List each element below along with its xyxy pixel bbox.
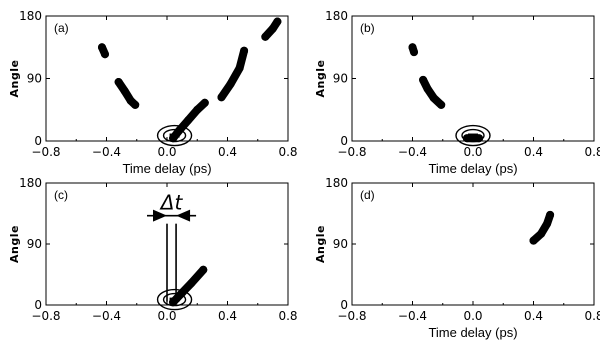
highlight-marker xyxy=(169,133,180,138)
highlight-ring-inner xyxy=(162,292,187,307)
delta-t-label: Δt xyxy=(159,191,184,215)
y-tick-label: 180 xyxy=(19,9,42,23)
data-point xyxy=(543,219,552,228)
y-tick-label: 0 xyxy=(34,298,42,312)
x-tick-label: 0.4 xyxy=(524,309,543,323)
y-tick-label: 0 xyxy=(34,134,42,148)
x-tick-label: 0.8 xyxy=(584,309,600,323)
data-point xyxy=(120,87,129,95)
data-point xyxy=(100,50,109,59)
data-streak xyxy=(217,46,249,102)
delta-t-arrow-left xyxy=(153,209,167,222)
x-tick-label: −0.4 xyxy=(398,145,427,159)
x-tick-label: −0.4 xyxy=(92,145,121,159)
x-tick-label: 0.0 xyxy=(157,309,176,323)
y-axis-label: Angle xyxy=(314,225,327,263)
panel-label: (a) xyxy=(54,21,69,35)
data-point xyxy=(546,210,555,219)
y-tick-label: 180 xyxy=(19,176,42,190)
data-point xyxy=(184,116,193,125)
data-point xyxy=(187,279,196,288)
data-streak xyxy=(169,265,208,307)
data-point xyxy=(529,236,538,245)
highlight-ring-outer xyxy=(156,288,193,311)
data-point xyxy=(429,93,438,102)
x-tick-label: 0.8 xyxy=(584,145,600,159)
y-axis-label: Angle xyxy=(8,60,21,98)
panel-1: −0.8 −0.4 0.0 0.4 0.8 0 90 180 Angle Time delay (… xyxy=(8,9,298,176)
x-tick-label: −0.8 xyxy=(337,309,366,323)
data-point xyxy=(419,75,428,84)
x-tick-label: 0.8 xyxy=(278,145,297,159)
panel-label: (d) xyxy=(360,188,375,202)
x-tick-label: 0.0 xyxy=(463,309,482,323)
x-tick-label: 0.4 xyxy=(218,145,237,159)
data-point xyxy=(193,105,202,114)
y-tick-label: 90 xyxy=(27,237,42,251)
data-point xyxy=(537,229,546,238)
plot-frame xyxy=(351,182,595,306)
y-tick-label: 90 xyxy=(333,72,348,86)
x-tick-label: 0.0 xyxy=(463,145,482,159)
highlight-marker xyxy=(468,133,478,138)
data-point xyxy=(200,98,209,107)
data-point xyxy=(423,84,432,93)
y-tick-label: 90 xyxy=(333,237,348,251)
data-point xyxy=(97,43,106,52)
y-axis-label: Angle xyxy=(8,225,21,263)
y-tick-label: 0 xyxy=(340,298,348,312)
x-tick-label: −0.8 xyxy=(31,145,60,159)
data-point xyxy=(217,93,226,102)
panel-3: −0.8 −0.4 0.0 0.4 0.8 0 90 180 Angle (c) Δt xyxy=(8,176,298,323)
x-tick-label: −0.8 xyxy=(337,145,366,159)
x-tick-label: −0.8 xyxy=(31,309,60,323)
data-point xyxy=(226,80,235,89)
data-point xyxy=(131,100,140,109)
x-tick-label: 0.0 xyxy=(157,145,176,159)
plot-frame xyxy=(351,15,595,142)
x-axis-label: Time delay (ps) xyxy=(122,161,211,176)
data-point xyxy=(235,64,244,73)
highlight-ring-inner xyxy=(162,128,187,143)
y-tick-label: 0 xyxy=(340,134,348,148)
x-tick-label: −0.4 xyxy=(398,309,427,323)
y-tick-label: 180 xyxy=(325,9,348,23)
x-tick-label: 0.8 xyxy=(278,309,297,323)
delta-t-arrow-right xyxy=(176,209,191,222)
highlight-ring-inner xyxy=(461,128,485,143)
x-tick-label: 0.4 xyxy=(524,145,543,159)
data-point xyxy=(410,48,419,57)
data-point xyxy=(261,32,270,41)
highlight-ring-outer xyxy=(156,124,193,147)
y-tick-label: 90 xyxy=(27,72,42,86)
data-point xyxy=(114,77,123,86)
data-point xyxy=(199,265,208,274)
y-tick-label: 180 xyxy=(325,176,348,190)
data-point xyxy=(273,17,282,26)
panel-2: −0.8 −0.4 0.0 0.4 0.8 0 90 180 Angle Time delay (… xyxy=(314,9,600,176)
data-point xyxy=(437,100,446,109)
x-tick-label: 0.4 xyxy=(218,309,237,323)
highlight-marker xyxy=(169,297,180,302)
data-point xyxy=(268,24,277,33)
x-tick-label: −0.4 xyxy=(92,309,121,323)
panel-4: −0.8 −0.4 0.0 0.4 0.8 0 90 180 Angle Time delay (… xyxy=(314,176,600,340)
data-point xyxy=(240,46,249,55)
x-axis-label: Time delay (ps) xyxy=(428,325,517,340)
highlight-ring-outer xyxy=(455,124,491,147)
panel-label: (b) xyxy=(360,21,375,35)
plot-frame xyxy=(45,15,289,142)
panel-label: (c) xyxy=(54,188,68,202)
y-axis-label: Angle xyxy=(314,60,327,98)
x-axis-label: Time delay (ps) xyxy=(428,161,517,176)
